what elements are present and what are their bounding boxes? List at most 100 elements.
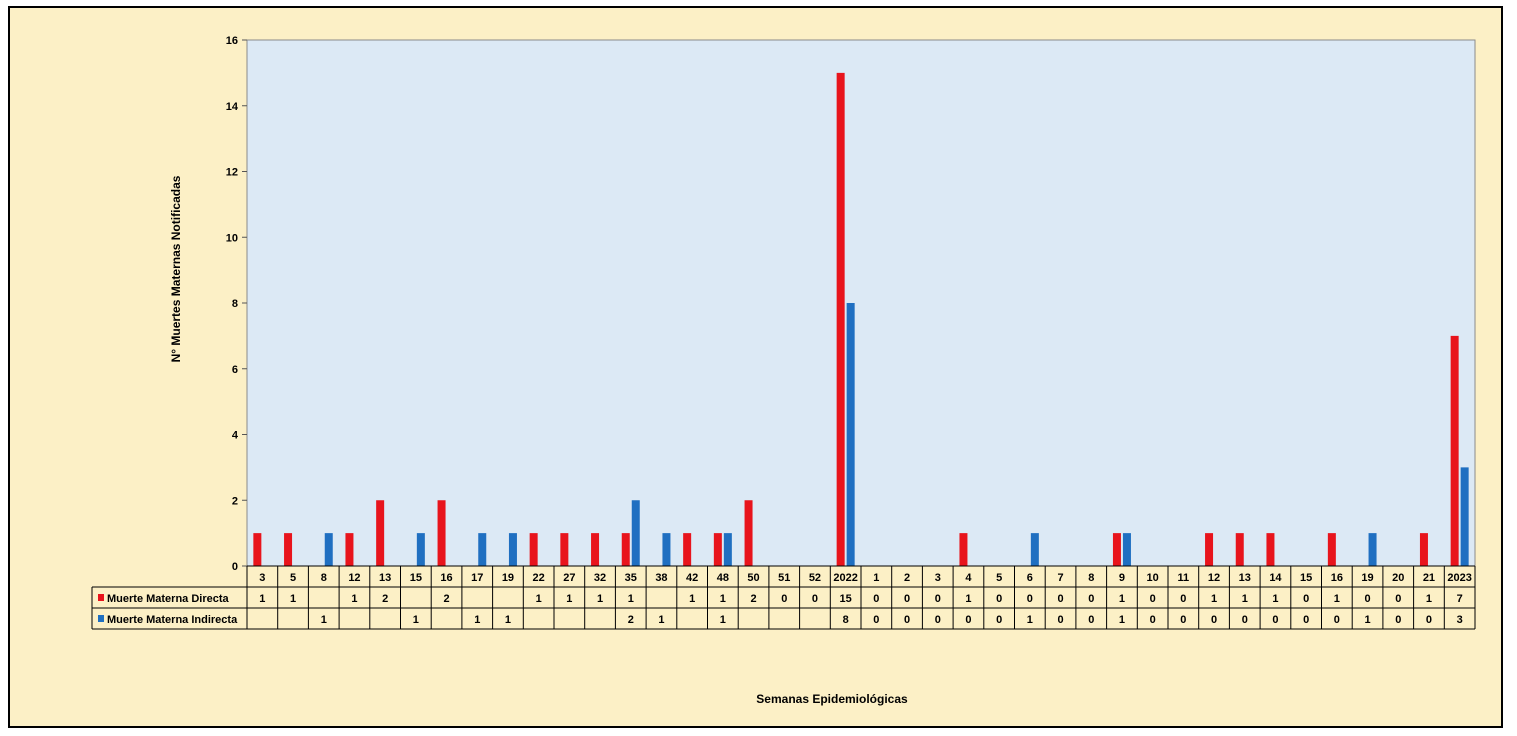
data-label: 0 — [1303, 593, 1309, 605]
x-category-label: 5 — [996, 572, 1002, 584]
bar-indirecta — [509, 533, 517, 566]
data-label: 0 — [904, 593, 910, 605]
data-label: 7 — [1457, 593, 1463, 605]
bar-indirecta — [847, 303, 855, 566]
bar-directa — [622, 533, 630, 566]
data-label: 0 — [1150, 614, 1156, 626]
bar-directa — [837, 73, 845, 566]
x-category-label: 9 — [1119, 572, 1125, 584]
x-category-label: 16 — [1331, 572, 1343, 584]
bar-indirecta — [662, 533, 670, 566]
data-label: 1 — [536, 593, 542, 605]
x-category-label: 8 — [321, 572, 327, 584]
legend-label: Muerte Materna Indirecta — [107, 614, 238, 626]
bar-indirecta — [478, 533, 486, 566]
y-tick-label: 0 — [232, 561, 238, 573]
data-label: 1 — [1211, 593, 1217, 605]
data-label: 0 — [1395, 614, 1401, 626]
x-category-label: 52 — [809, 572, 821, 584]
legend-label: Muerte Materna Directa — [107, 593, 230, 605]
data-label: 0 — [1180, 593, 1186, 605]
x-category-label: 12 — [348, 572, 360, 584]
data-label: 0 — [1272, 614, 1278, 626]
x-category-label: 1 — [873, 572, 879, 584]
data-label: 0 — [935, 593, 941, 605]
data-label: 0 — [1334, 614, 1340, 626]
x-category-label: 16 — [440, 572, 452, 584]
x-category-label: 20 — [1392, 572, 1404, 584]
data-label: 0 — [873, 614, 879, 626]
data-label: 0 — [904, 614, 910, 626]
data-label: 1 — [658, 614, 664, 626]
data-label: 1 — [965, 593, 971, 605]
data-table: 3 5 8 12 13 15 16 17 19 22 27 32 35 38 42 48 50 51 52 2022 1… — [92, 566, 1475, 629]
data-label: 0 — [873, 593, 879, 605]
data-label: 1 — [720, 593, 726, 605]
x-category-label: 10 — [1147, 572, 1159, 584]
x-category-label: 6 — [1027, 572, 1033, 584]
bar-directa — [714, 533, 722, 566]
data-label: 1 — [597, 593, 603, 605]
data-label: 1 — [1119, 593, 1125, 605]
data-label: 1 — [1027, 614, 1033, 626]
data-label: 1 — [505, 614, 511, 626]
bar-directa — [1420, 533, 1428, 566]
data-label: 1 — [321, 614, 327, 626]
data-label: 0 — [935, 614, 941, 626]
x-category-label: 2 — [904, 572, 910, 584]
x-category-label: 13 — [1239, 572, 1251, 584]
x-category-label: 21 — [1423, 572, 1435, 584]
x-category-label: 15 — [1300, 572, 1312, 584]
data-label: 0 — [812, 593, 818, 605]
bar-indirecta — [325, 533, 333, 566]
data-label: 1 — [689, 593, 695, 605]
x-category-label: 5 — [290, 572, 296, 584]
data-label: 0 — [1242, 614, 1248, 626]
data-label: 1 — [474, 614, 480, 626]
bar-directa — [376, 500, 384, 566]
data-label: 0 — [781, 593, 787, 605]
bar-directa — [683, 533, 691, 566]
x-category-label: 17 — [471, 572, 483, 584]
data-label: 0 — [996, 593, 1002, 605]
bar-indirecta — [632, 500, 640, 566]
x-category-label: 50 — [747, 572, 759, 584]
x-category-label: 15 — [410, 572, 422, 584]
y-tick-label: 16 — [226, 35, 238, 47]
x-category-label: 14 — [1269, 572, 1282, 584]
data-label: 1 — [1364, 614, 1370, 626]
data-label: 1 — [720, 614, 726, 626]
bar-directa — [959, 533, 967, 566]
data-label: 0 — [1057, 614, 1063, 626]
y-tick-label: 6 — [232, 364, 238, 376]
data-label: 0 — [1364, 593, 1370, 605]
data-label: 1 — [290, 593, 296, 605]
data-label: 2 — [628, 614, 634, 626]
bar-indirecta — [417, 533, 425, 566]
x-category-label: 8 — [1088, 572, 1094, 584]
data-label: 0 — [1180, 614, 1186, 626]
x-category-label: 2023 — [1447, 572, 1471, 584]
legend-swatch — [98, 615, 104, 622]
bar-directa — [1236, 533, 1244, 566]
bar-directa — [1205, 533, 1213, 566]
x-category-label: 42 — [686, 572, 698, 584]
x-category-label: 38 — [655, 572, 667, 584]
bar-directa — [560, 533, 568, 566]
bar-directa — [1451, 336, 1459, 566]
data-label: 1 — [259, 593, 265, 605]
data-label: 1 — [1272, 593, 1278, 605]
bar-directa — [438, 500, 446, 566]
data-label: 0 — [1303, 614, 1309, 626]
bar-directa — [530, 533, 538, 566]
data-label: 2 — [382, 593, 388, 605]
data-label: 1 — [351, 593, 357, 605]
x-category-label: 12 — [1208, 572, 1220, 584]
x-category-label: 32 — [594, 572, 606, 584]
data-label: 0 — [996, 614, 1002, 626]
x-axis-title: Semanas Epidemiológicas — [756, 692, 908, 706]
data-label: 15 — [840, 593, 852, 605]
bar-directa — [591, 533, 599, 566]
data-label: 8 — [843, 614, 849, 626]
data-label: 3 — [1457, 614, 1463, 626]
